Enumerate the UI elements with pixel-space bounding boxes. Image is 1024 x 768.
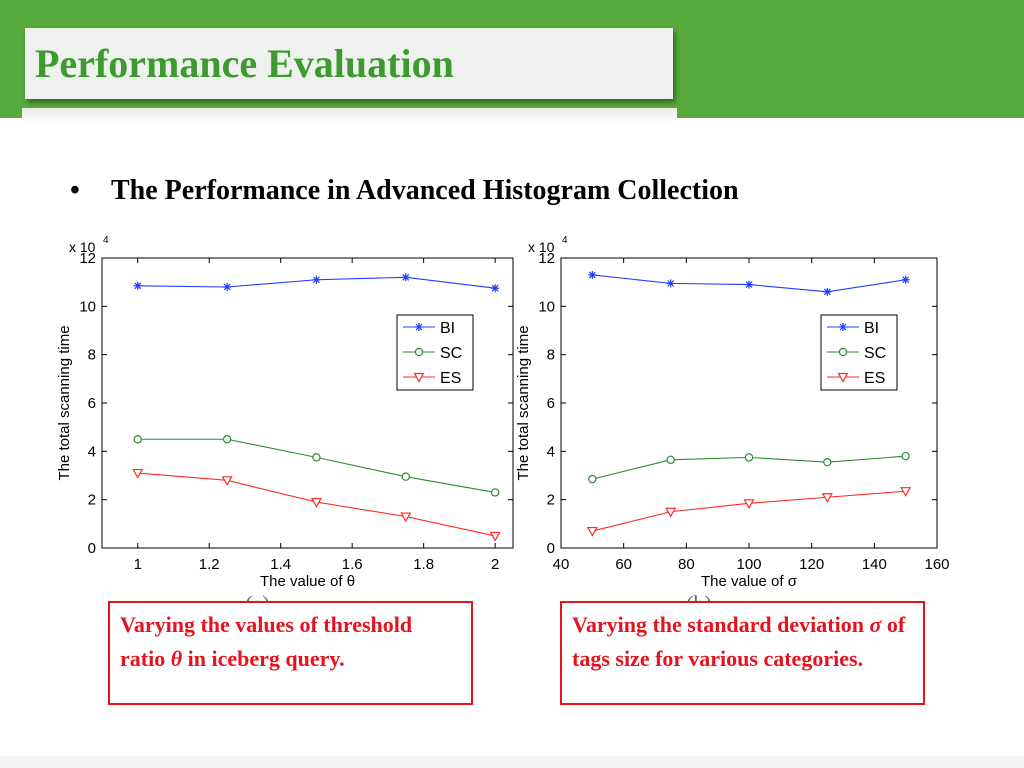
y-tick-label: 10 — [538, 298, 555, 315]
y-tick-label: 12 — [538, 250, 555, 267]
caption-a-text-end: in iceberg query. — [182, 646, 345, 671]
x-axis-label: The value of θ — [260, 573, 355, 590]
legend-marker-sc — [838, 347, 848, 357]
y-tick-label: 2 — [88, 492, 96, 509]
caption-b: Varying the standard deviation σ of tags… — [560, 601, 925, 705]
y-multiplier-exponent: 4 — [103, 235, 109, 246]
data-point-sc — [666, 455, 675, 464]
caption-b-symbol: σ — [869, 612, 882, 637]
data-point-sc — [744, 453, 754, 462]
legend-label-bi: BI — [864, 320, 879, 337]
data-point-bi — [745, 280, 753, 289]
legend-marker-sc — [414, 347, 424, 357]
data-point-sc — [490, 488, 500, 497]
data-point-sc — [312, 453, 321, 462]
y-multiplier: x 10 — [69, 239, 96, 255]
data-point-es — [821, 493, 833, 503]
footer-strip — [0, 756, 1024, 768]
legend-marker-es — [837, 372, 849, 383]
bullet-icon: • — [70, 175, 80, 206]
x-axis-label: The value of σ — [701, 573, 798, 590]
chart-a: 1 1.2 1.4 1.6 1.8 2 0 2 4 6 8 10 12x 10 4 The value of… — [56, 235, 514, 616]
title-shadow — [22, 108, 677, 124]
data-point-bi — [666, 279, 675, 288]
y-multiplier: x 10 — [528, 239, 555, 255]
data-point-bi — [491, 284, 500, 293]
data-point-es — [400, 512, 412, 523]
y-tick-label: 6 — [547, 395, 555, 412]
data-point-es — [489, 531, 501, 542]
y-tick-label: 6 — [88, 395, 96, 412]
legend-marker-bi — [415, 323, 423, 331]
y-tick-label: 12 — [79, 250, 96, 267]
slide-title: Performance Evaluation — [35, 41, 454, 86]
data-point-sc — [901, 451, 910, 461]
x-tick-label: 1 — [134, 556, 142, 573]
data-point-es — [586, 526, 598, 537]
caption-b-text-end: of tags size for various categories. — [572, 612, 906, 671]
y-tick-label: 2 — [547, 492, 555, 509]
data-point-bi — [823, 287, 832, 296]
x-tick-label: 1.6 — [342, 556, 363, 573]
y-tick-label: 10 — [79, 298, 96, 315]
data-point-sc — [588, 474, 597, 484]
data-point-sc — [133, 435, 142, 444]
x-tick-label: 1.4 — [270, 556, 291, 573]
data-point-bi — [223, 283, 232, 291]
x-tick-label: 100 — [736, 556, 761, 573]
x-tick-label: 120 — [799, 556, 824, 573]
legend-marker-bi — [839, 323, 847, 331]
data-point-es — [743, 499, 755, 510]
data-point-es — [310, 497, 322, 508]
y-axis-label: The total scanning time — [515, 325, 532, 480]
caption-a-text: Varying the values of threshold ratio — [120, 612, 413, 671]
x-tick-label: 2 — [491, 556, 499, 573]
y-tick-label: 0 — [88, 540, 96, 557]
y-axis-label: The total scanning time — [56, 325, 73, 480]
y-tick-label: 4 — [88, 443, 96, 460]
caption-a-symbol: θ — [170, 646, 183, 671]
legend-label-sc: SC — [440, 345, 462, 362]
data-point-es — [132, 468, 144, 479]
y-tick-label: 8 — [88, 347, 96, 364]
y-tick-label: 0 — [547, 540, 555, 557]
x-tick-label: 60 — [615, 556, 632, 573]
data-point-bi — [588, 270, 597, 279]
y-tick-label: 8 — [547, 347, 555, 364]
legend-label-es: ES — [864, 370, 885, 387]
caption-b-text: Varying the standard deviation — [572, 612, 870, 637]
legend-marker-es — [413, 372, 425, 383]
data-point-es — [221, 476, 233, 487]
data-point-sc — [823, 458, 832, 467]
y-multiplier-exponent: 4 — [562, 235, 568, 246]
data-point-sc — [401, 472, 410, 481]
data-point-es — [665, 507, 677, 518]
x-tick-label: 80 — [678, 556, 695, 573]
x-tick-label: 160 — [924, 556, 949, 573]
legend-label-es: ES — [440, 370, 461, 387]
title-box: Performance Evaluation — [25, 28, 673, 99]
data-point-bi — [901, 275, 910, 284]
data-point-sc — [222, 435, 232, 444]
x-tick-label: 140 — [862, 556, 887, 573]
legend-label-bi: BI — [440, 320, 455, 337]
legend-label-sc: SC — [864, 345, 886, 362]
bullet-text: The Performance in Advanced Histogram Co… — [111, 175, 739, 206]
x-tick-label: 1.8 — [413, 556, 434, 573]
data-point-bi — [401, 273, 410, 282]
data-point-bi — [312, 275, 321, 284]
x-tick-label: 40 — [553, 556, 570, 573]
plot-area — [101, 257, 514, 549]
y-tick-label: 4 — [547, 443, 555, 460]
caption-a: Varying the values of threshold ratio θ … — [108, 601, 473, 705]
data-point-bi — [133, 281, 142, 290]
data-point-es — [900, 487, 912, 497]
chart-b: 40 60 80 100 120 140 160 0 2 4 6 8 10 12x 10 4 The valu… — [515, 235, 950, 616]
x-tick-label: 1.2 — [199, 556, 220, 573]
